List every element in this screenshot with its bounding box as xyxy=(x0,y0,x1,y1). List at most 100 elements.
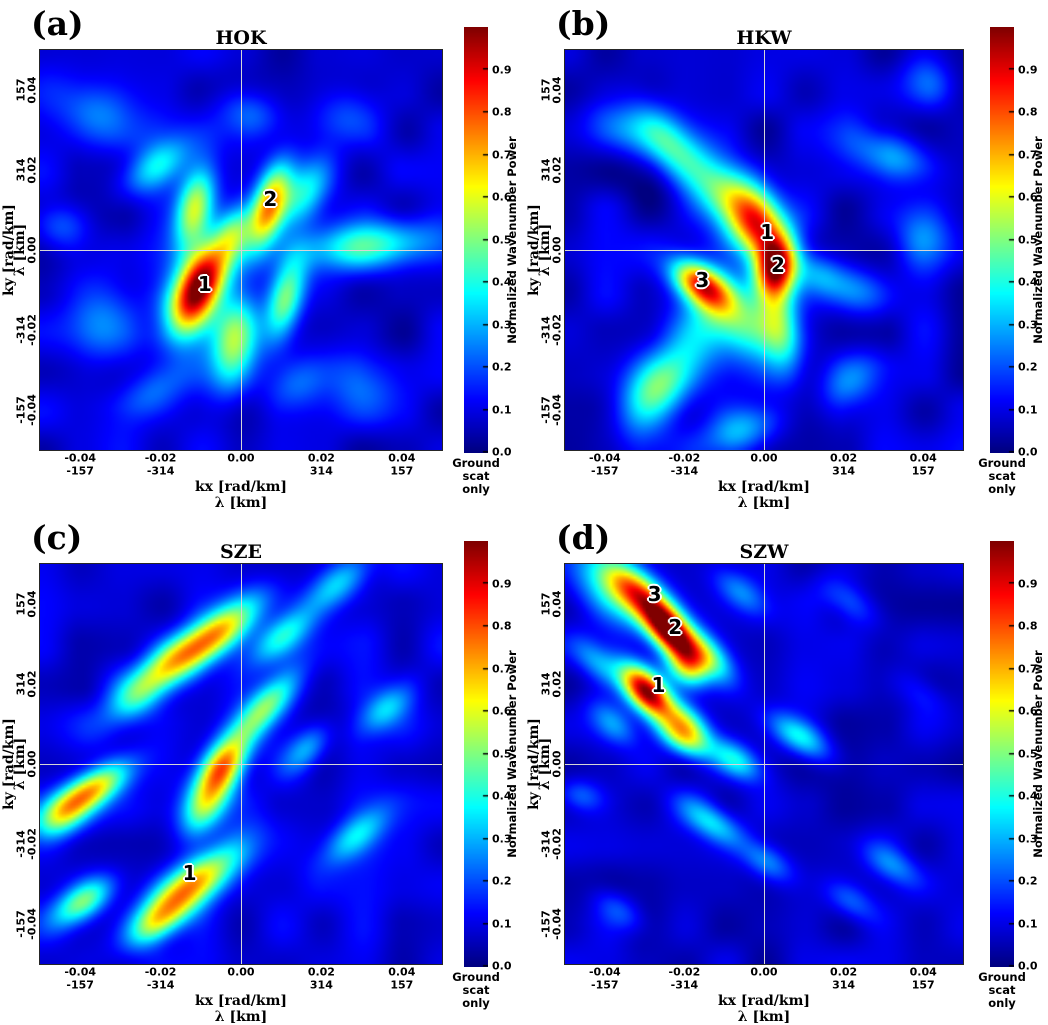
panel-title: SZE xyxy=(219,541,263,563)
colorbar-tick-label: 0.4 xyxy=(492,789,512,803)
colorbar-tick-label: 0.0 xyxy=(1018,445,1038,459)
colorbar-footer: Ground scat only xyxy=(444,971,508,1010)
colorbar-tick-label: 0.2 xyxy=(1018,360,1038,374)
colorbar-tick-label: 0.4 xyxy=(1018,275,1038,289)
x-tick-lambda: 157 xyxy=(390,464,414,478)
colorbar-tick-label: 0.3 xyxy=(492,832,512,845)
colorbar-tick-label: 0.3 xyxy=(492,318,512,331)
peak-annotation-1: 1 xyxy=(182,861,197,886)
colorbar-tick-label: 0.0 xyxy=(492,959,512,973)
y-axis-label-lambda: λ [km] xyxy=(537,223,553,277)
x-tick-lambda: -157 xyxy=(66,978,94,992)
panel-title: HKW xyxy=(736,27,792,49)
colorbar-tick-label: 0.8 xyxy=(1018,619,1038,633)
colorbar-tick-label: 0.2 xyxy=(492,360,512,374)
ground-scat-only-line-0: Ground xyxy=(978,970,1026,984)
x-axis-label-rad: kx [rad/km] xyxy=(194,479,288,495)
colorbar-tick-label: 0.2 xyxy=(1018,874,1038,888)
x-tick-lambda: -314 xyxy=(670,464,699,478)
x-tick-rad: -0.04 xyxy=(64,451,97,465)
colorbar-tick-label: 0.7 xyxy=(1018,148,1038,161)
colorbar-tick-label: 0.7 xyxy=(492,148,512,161)
peak-annotation-2: 2 xyxy=(263,186,278,211)
y-tick-lambda: 157 xyxy=(539,78,553,102)
ground-scat-only-line-2: only xyxy=(988,996,1016,1010)
y-axis-label-lambda: λ [km] xyxy=(12,737,28,791)
y-axis-label-lambda: λ [km] xyxy=(12,223,28,277)
y-tick-lambda: 314 xyxy=(14,158,28,182)
colorbar-footer: Ground scat only xyxy=(970,457,1034,496)
y-tick-lambda: -157 xyxy=(14,910,28,938)
colorbar-canvas xyxy=(990,541,1014,967)
colorbar-tick-label: 0.1 xyxy=(492,403,512,416)
x-tick-rad: -0.04 xyxy=(588,451,621,465)
peak-annotation-3: 3 xyxy=(695,268,710,292)
crosshair-horizontal-line xyxy=(40,763,442,765)
peak-annotation-2: 2 xyxy=(770,253,785,278)
colorbar-tick-label: 0.0 xyxy=(492,445,512,459)
x-tick-lambda: -314 xyxy=(670,978,699,992)
panel-letter: (d) xyxy=(556,518,611,557)
y-tick-lambda: -157 xyxy=(14,396,28,424)
x-tick-rad: 0.02 xyxy=(830,965,858,979)
colorbar-axis-label: Normalized Wavenumber Power xyxy=(1031,650,1045,858)
y-tick-lambda: -314 xyxy=(539,830,553,858)
x-tick-lambda: -157 xyxy=(66,464,94,478)
ground-scat-only-line-0: Ground xyxy=(452,456,500,470)
colorbar-tick-label: 0.6 xyxy=(1018,190,1038,204)
panel-letter: (c) xyxy=(31,518,83,557)
x-tick-rad: -0.02 xyxy=(668,451,701,465)
x-axis-label-lambda: λ [km] xyxy=(214,495,268,511)
colorbar-tick-label: 0.6 xyxy=(1018,704,1038,718)
colorbar-tick-label: 0.3 xyxy=(1018,318,1038,331)
y-tick-lambda: -314 xyxy=(539,316,553,344)
colorbar-tick-label: 0.1 xyxy=(1018,403,1038,416)
ground-scat-only-line-1: scat xyxy=(462,469,490,483)
y-tick-lambda: 314 xyxy=(14,672,28,696)
x-tick-rad: -0.02 xyxy=(144,451,177,465)
colorbar-axis-label: Normalized Wavenumber Power xyxy=(1031,136,1045,344)
x-tick-lambda: -314 xyxy=(146,978,175,992)
colorbar-tick-label: 0.7 xyxy=(1018,662,1038,675)
colorbar-tick-label: 0.4 xyxy=(492,275,512,289)
crosshair-horizontal-line xyxy=(40,249,442,251)
ground-scat-only-line-1: scat xyxy=(988,469,1016,483)
peak-annotation-2: 2 xyxy=(668,614,683,639)
colorbar-tick-label: 0.6 xyxy=(492,190,512,204)
y-tick-lambda: 314 xyxy=(539,158,553,182)
x-tick-rad: 0.02 xyxy=(307,451,335,465)
colorbar-tick-label: 0.4 xyxy=(1018,789,1038,803)
crosshair-horizontal-line xyxy=(565,763,963,765)
colorbar-tick-label: 0.9 xyxy=(492,63,512,76)
colorbar-footer: Ground scat only xyxy=(970,971,1034,1010)
ground-scat-only-line-0: Ground xyxy=(978,456,1026,470)
ground-scat-only-line-0: Ground xyxy=(452,970,500,984)
colorbar-tick-label: 0.3 xyxy=(1018,832,1038,845)
x-tick-rad: 0.00 xyxy=(750,451,778,465)
y-tick-lambda: 314 xyxy=(539,672,553,696)
x-tick-lambda: 314 xyxy=(832,464,856,478)
ground-scat-only-line-2: only xyxy=(462,996,490,1010)
x-tick-lambda: 157 xyxy=(390,978,414,992)
x-tick-rad: 0.00 xyxy=(750,965,778,979)
x-axis-label-lambda: λ [km] xyxy=(737,1009,791,1025)
colorbar-tick-label: 0.9 xyxy=(492,577,512,590)
x-tick-lambda: 314 xyxy=(832,978,856,992)
colorbar-tick-label: 0.5 xyxy=(492,747,512,760)
colorbar-tick-label: 0.9 xyxy=(1018,63,1038,76)
x-axis-label-lambda: λ [km] xyxy=(214,1009,268,1025)
colorbar-tick-label: 0.2 xyxy=(492,874,512,888)
y-tick-lambda: 157 xyxy=(539,592,553,616)
colorbar-tick-label: 0.8 xyxy=(492,105,512,119)
colorbar-tick-label: 0.8 xyxy=(492,619,512,633)
y-tick-lambda: -314 xyxy=(14,830,28,858)
x-tick-rad: 0.04 xyxy=(388,451,416,465)
x-tick-rad: -0.04 xyxy=(64,965,97,979)
crosshair-horizontal-line xyxy=(565,249,963,251)
peak-annotation-1: 1 xyxy=(197,272,212,296)
colorbar-tick-label: 0.5 xyxy=(1018,233,1038,246)
colorbar-tick-label: 0.9 xyxy=(1018,577,1038,590)
x-tick-lambda: 314 xyxy=(309,464,333,478)
